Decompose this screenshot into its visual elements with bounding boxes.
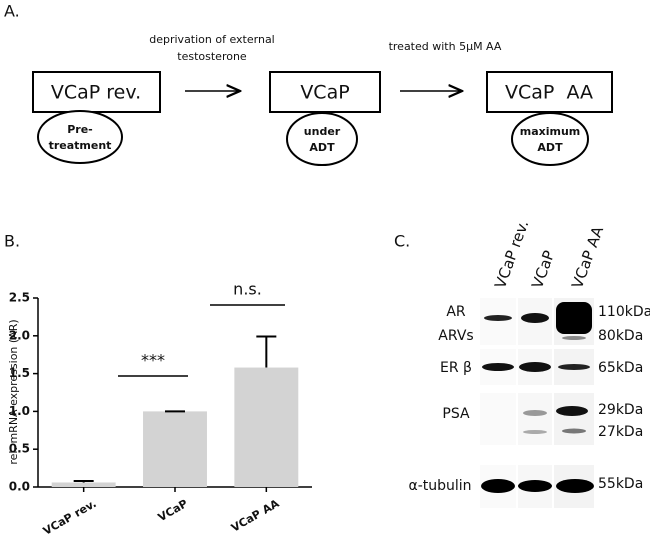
band: [484, 315, 512, 321]
size-label: 27kDa: [598, 424, 643, 440]
size-label: 110kDa: [598, 304, 650, 320]
x-tick-label: VCaP AA: [229, 497, 282, 535]
stage-label: VCaP rev.: [51, 82, 141, 104]
arrow-label: treated with 5µM AA: [389, 40, 502, 53]
size-label: 65kDa: [598, 360, 643, 376]
bar: [234, 367, 299, 487]
panel-label: B.: [4, 232, 20, 251]
size-label: 55kDa: [598, 476, 643, 492]
blot-lane: [480, 298, 516, 508]
stage-ellipse: [37, 110, 123, 164]
stage-ellipse: [286, 112, 358, 166]
band: [518, 480, 552, 492]
stage-box: [269, 71, 381, 113]
panel-c: C. VCaP rev.VCaP VCaP AA AR ARVs ER β PSA α-tu…: [394, 218, 650, 508]
band: [523, 430, 547, 434]
panel-b: B. rel. mRNA expression (AR) 0.0 0.5 1.0 1.…: [4, 232, 312, 538]
lane-label: VCaP: [528, 248, 558, 291]
significance-label: ***: [141, 351, 165, 370]
error-bar: [73, 479, 94, 483]
stage-ellipse: [511, 112, 589, 166]
arrow-label: testosterone: [177, 50, 247, 63]
stage-note: treatment: [49, 139, 112, 152]
band: [556, 406, 588, 416]
protein-label: ARVs: [438, 328, 473, 344]
blot-gap: [480, 445, 594, 465]
lane-label: VCaP AA: [568, 223, 607, 291]
stage-note: ADT: [537, 141, 563, 154]
stage-label: VCaP: [300, 82, 349, 104]
error-bar: [256, 335, 277, 368]
size-label: 29kDa: [598, 402, 643, 418]
y-tick-label: 2.5: [9, 291, 30, 305]
y-tick-label: 1.5: [9, 366, 30, 380]
panel-label: C.: [394, 232, 410, 251]
blot-lane: [518, 298, 552, 508]
x-tick-label: VCaP rev.: [41, 497, 99, 538]
y-tick-label: 1.0: [9, 404, 30, 418]
band: [562, 336, 586, 340]
band: [519, 362, 551, 372]
stage-note: ADT: [309, 141, 335, 154]
arrow-label: deprivation of external: [149, 33, 275, 46]
band: [521, 313, 549, 323]
x-tick-label: VCaP: [156, 497, 190, 524]
lane-label: VCaP rev.: [491, 218, 532, 291]
stage-label: VCaP AA: [505, 82, 593, 104]
band: [523, 410, 547, 416]
protein-label: PSA: [442, 406, 470, 422]
y-tick-label: 2.0: [9, 328, 30, 342]
stage-note: Pre-: [67, 123, 93, 136]
blot-gap: [480, 385, 594, 393]
blot-images: [480, 298, 594, 508]
y-tick-label: 0.5: [9, 442, 30, 456]
y-tick-label: 0.0: [9, 480, 30, 494]
blot-gap: [480, 345, 594, 349]
protein-label: AR: [446, 304, 466, 320]
protein-label: α-tubulin: [408, 478, 471, 494]
stage-box: [486, 71, 613, 113]
band: [482, 363, 514, 371]
stage-note: maximum: [520, 125, 581, 138]
band: [558, 364, 590, 370]
panel-a: A. deprivation of external testosterone …: [4, 2, 613, 166]
protein-label: ER β: [440, 360, 472, 376]
bar: [51, 482, 116, 487]
panel-label: A.: [4, 2, 20, 21]
stage-note: under: [304, 125, 341, 138]
band: [481, 479, 515, 493]
size-label: 80kDa: [598, 328, 643, 344]
band: [556, 302, 592, 334]
band: [556, 479, 594, 493]
y-axis-label: rel. mRNA expression (AR): [7, 319, 20, 464]
significance-label: n.s.: [233, 280, 262, 299]
stage-box: [32, 71, 161, 113]
band: [562, 428, 586, 434]
bar: [143, 411, 207, 487]
